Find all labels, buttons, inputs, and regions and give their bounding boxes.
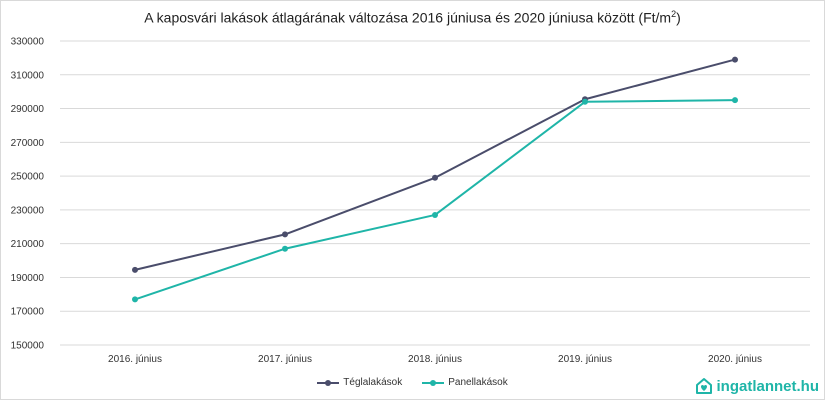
brand-logo: ingatlannet.hu (694, 376, 820, 396)
data-point (732, 97, 738, 104)
legend: Téglalakások Panellakások (0, 377, 825, 388)
y-tick-label: 290000 (11, 104, 45, 115)
chart-title: A kaposvári lakások átlagárának változás… (144, 9, 681, 26)
data-point (132, 266, 138, 273)
legend-label: Téglalakások (343, 377, 403, 388)
legend-item-panellakasok: Panellakások (422, 377, 508, 388)
y-tick-label: 230000 (11, 205, 45, 216)
legend-item-teglalakasok: Téglalakások (317, 377, 402, 388)
data-point (132, 296, 138, 303)
y-axis-ticks: 150000 170000 190000 210000 230000 250000 2700… (11, 37, 45, 352)
data-point (582, 98, 588, 105)
legend-marker-icon (422, 379, 445, 386)
y-tick-label: 190000 (11, 273, 45, 284)
series-line-0 (134, 58, 736, 271)
x-axis-ticks: 2016. június 2017. június 2018. június 2019… (108, 354, 762, 365)
y-tick-label: 150000 (11, 341, 45, 352)
y-tick-label: 310000 (11, 70, 45, 81)
legend-marker-icon (317, 379, 340, 386)
y-tick-label: 210000 (11, 239, 45, 250)
grid-lines (60, 40, 810, 346)
x-tick-label: 2020. június (708, 354, 762, 365)
x-tick-label: 2018. június (408, 354, 462, 365)
data-point (282, 245, 288, 252)
y-tick-label: 270000 (11, 138, 45, 149)
data-point (432, 211, 438, 218)
y-tick-label: 250000 (11, 172, 45, 183)
data-point (432, 174, 438, 181)
x-tick-label: 2019. június (558, 354, 612, 365)
x-tick-label: 2016. június (108, 354, 162, 365)
house-heart-icon (695, 378, 712, 394)
series-points (132, 56, 738, 303)
legend-label: Panellakások (448, 377, 508, 388)
series-line-1 (134, 99, 736, 301)
data-point (732, 56, 738, 63)
brand-name: ingatlannet.hu (716, 377, 820, 395)
y-tick-label: 330000 (11, 37, 45, 48)
data-point (282, 231, 288, 238)
y-tick-label: 170000 (11, 307, 45, 318)
x-tick-label: 2017. június (258, 354, 312, 365)
